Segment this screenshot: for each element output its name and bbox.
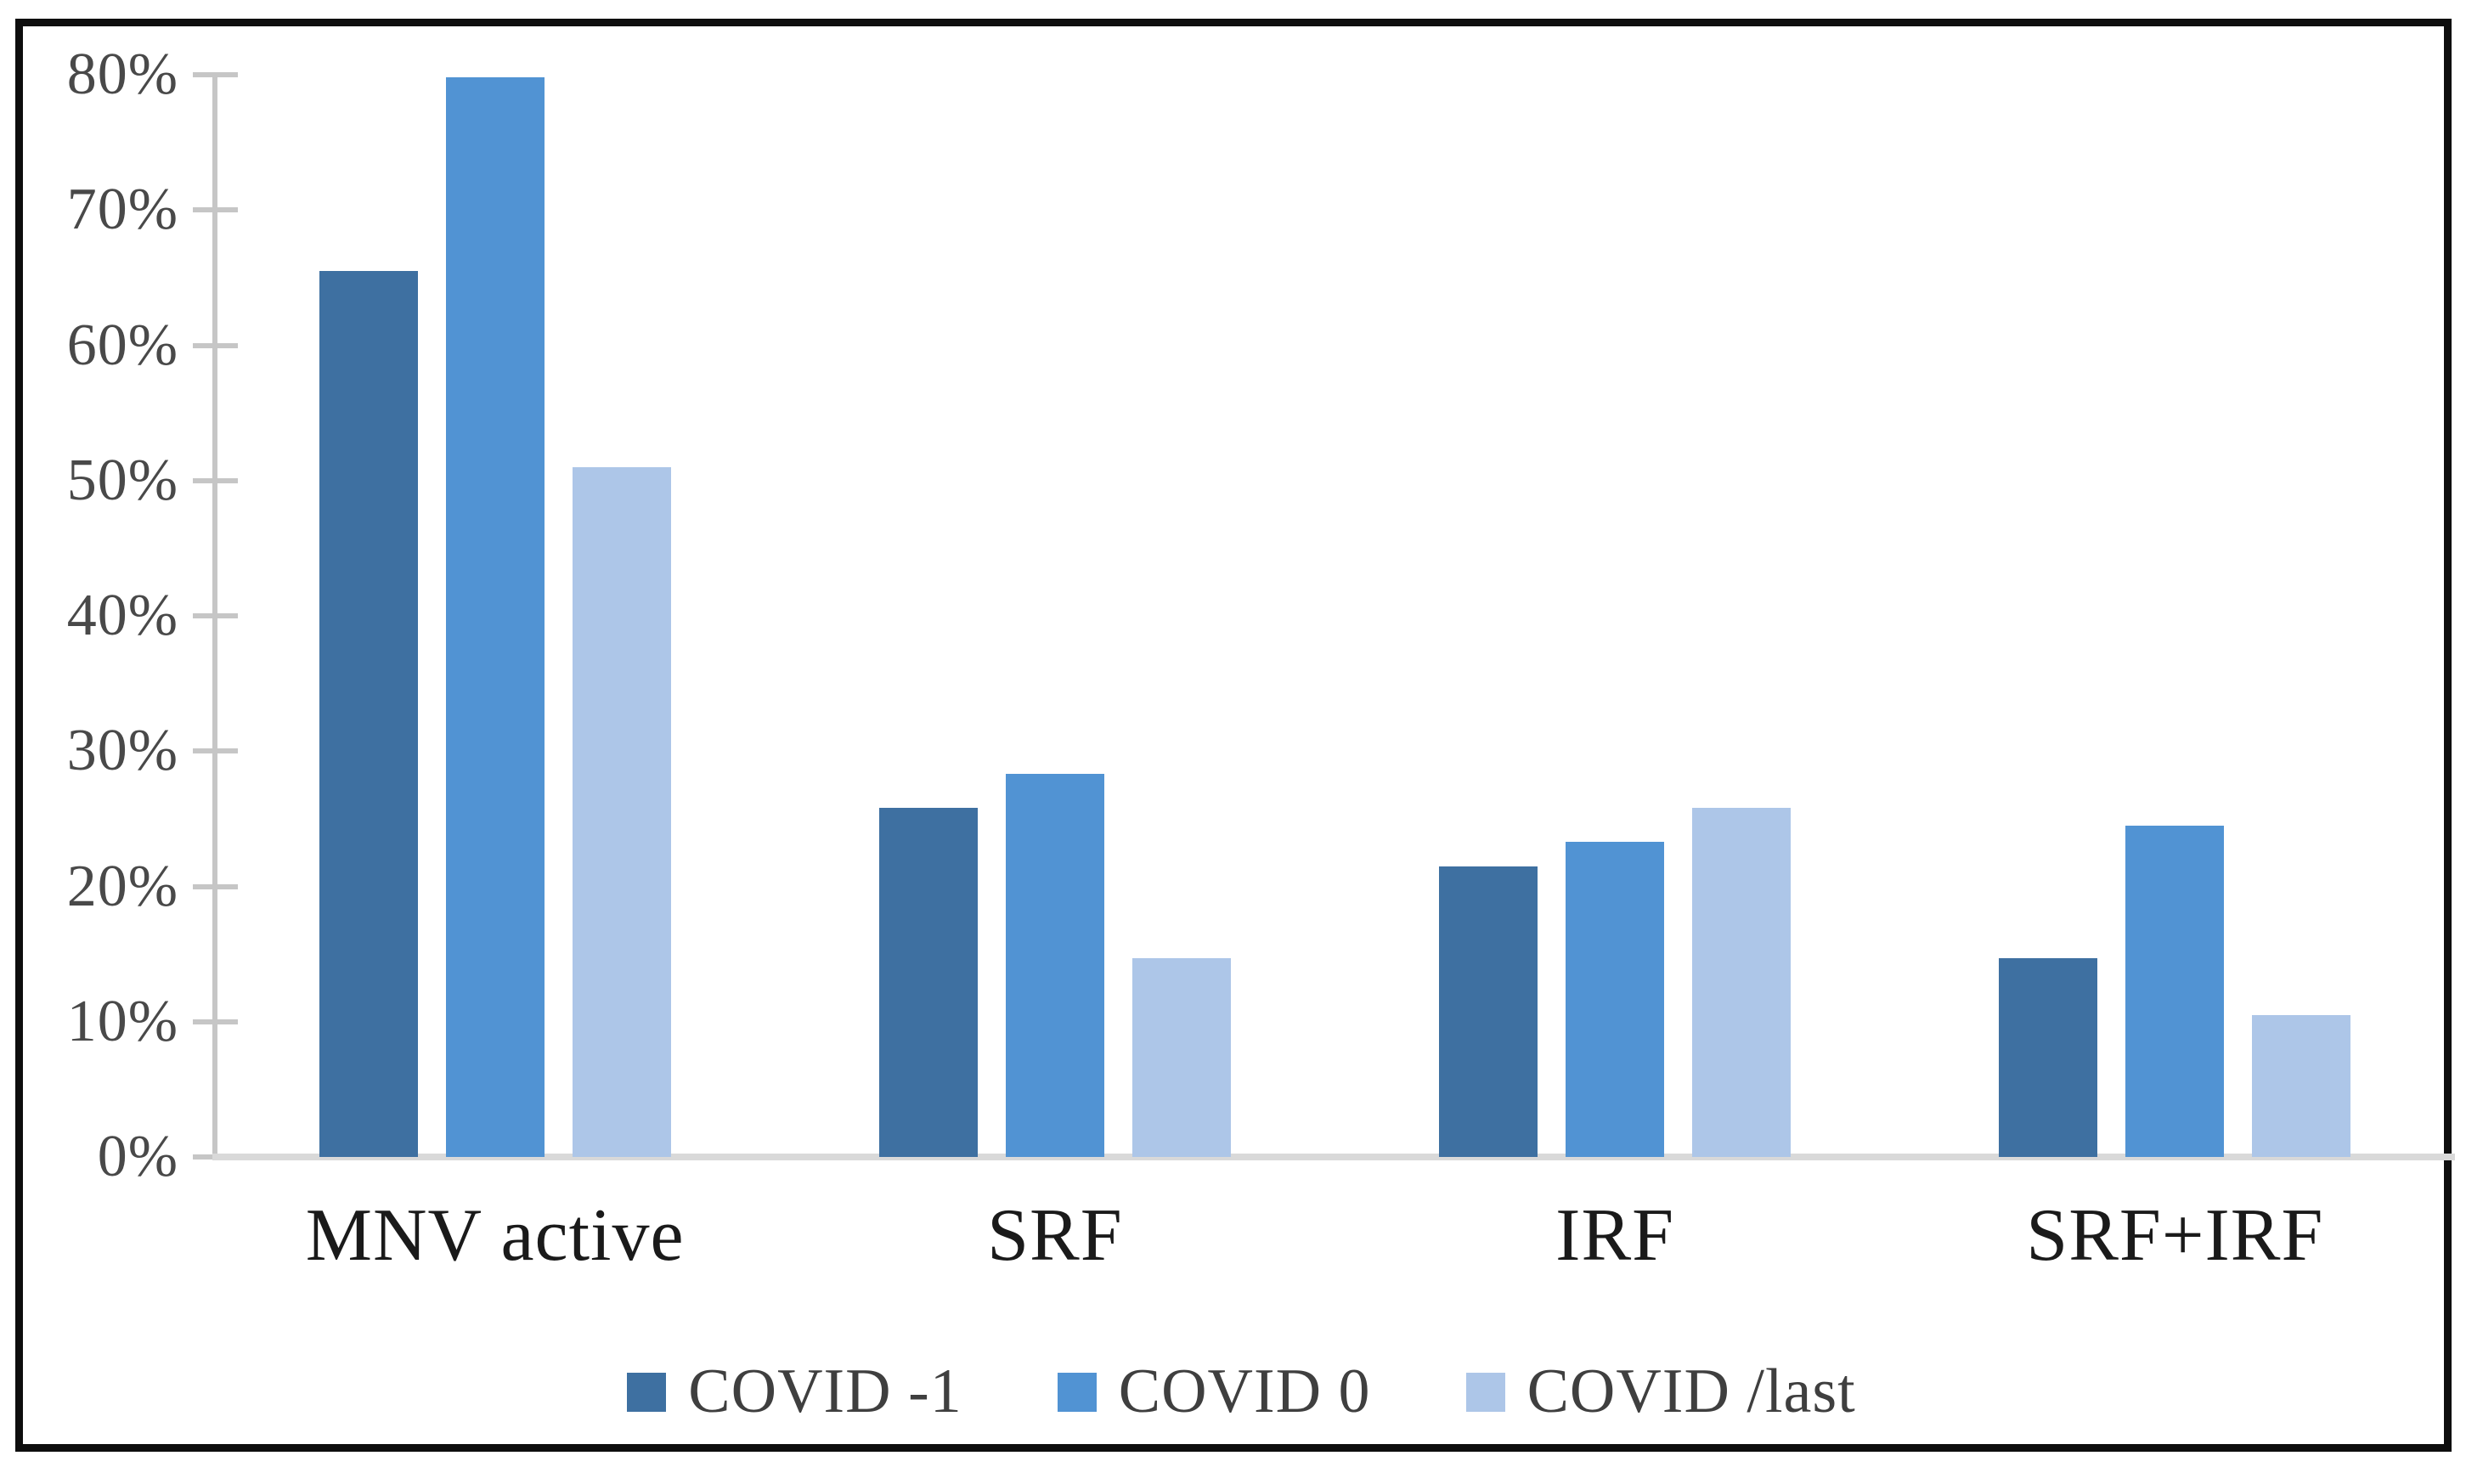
legend-label: COVID /last (1526, 1357, 1856, 1426)
y-tick-70 (193, 207, 238, 213)
bar-covid-0-srf-irf (2125, 825, 2225, 1157)
y-tick-60 (193, 342, 238, 348)
plot-area (215, 75, 2455, 1157)
y-tick-label-10: 10% (66, 988, 178, 1054)
bar-covid-0-irf (1566, 841, 1665, 1157)
y-tick-label-20: 20% (66, 853, 178, 919)
category-label-srf: SRF (987, 1194, 1123, 1277)
y-tick-40 (193, 613, 238, 618)
bar-covid-last-mnv-active (572, 466, 671, 1157)
legend: COVID -1 COVID 0 COVID /last (0, 1356, 2483, 1428)
bar-group-mnv-active (215, 75, 775, 1157)
y-tick-50 (193, 477, 238, 483)
y-tick-label-60: 60% (66, 312, 178, 378)
legend-swatch-icon (1465, 1372, 1505, 1412)
legend-item-covid-0: COVID 0 (1057, 1356, 1371, 1428)
bar-group-irf (1335, 75, 1895, 1157)
y-tick-label-70: 70% (66, 177, 178, 243)
category-label-irf: IRF (1555, 1194, 1675, 1277)
bar-group-srf (775, 75, 1335, 1157)
legend-swatch-icon (627, 1372, 667, 1412)
bar-covid-last-irf (1692, 808, 1792, 1157)
y-tick-label-0: 0% (97, 1124, 178, 1189)
bar-covid-last-srf-irf (2252, 1014, 2351, 1157)
figure-border (15, 19, 2452, 1452)
x-axis-labels: MNV active SRF IRF SRF+IRF (215, 1193, 2455, 1278)
y-tick-30 (193, 748, 238, 754)
bar-covid-last-srf (1131, 957, 1231, 1157)
y-tick-label-80: 80% (66, 42, 178, 107)
bar-covid-1-srf (878, 808, 978, 1157)
y-tick-label-40: 40% (66, 583, 178, 648)
legend-swatch-icon (1057, 1372, 1097, 1412)
y-tick-label-30: 30% (66, 718, 178, 784)
bar-covid-1-irf (1439, 866, 1538, 1157)
bar-covid-0-mnv-active (445, 77, 545, 1157)
bar-group-srf-irf (1895, 75, 2455, 1157)
legend-item-covid-minus-1: COVID -1 (627, 1356, 962, 1428)
x-axis-line (212, 1154, 2455, 1160)
y-tick-20 (193, 883, 238, 889)
y-tick-80 (193, 72, 238, 77)
legend-label: COVID -1 (688, 1357, 962, 1426)
y-tick-label-50: 50% (66, 447, 178, 513)
bar-covid-1-mnv-active (319, 270, 418, 1157)
bar-covid-1-srf-irf (1999, 957, 2098, 1157)
y-tick-10 (193, 1018, 238, 1024)
legend-label: COVID 0 (1118, 1357, 1371, 1426)
bar-covid-0-srf (1005, 774, 1104, 1157)
legend-item-covid-last: COVID /last (1465, 1356, 1856, 1428)
category-label-srf-irf: SRF+IRF (2026, 1194, 2324, 1277)
category-label-mnv-active: MNV active (305, 1194, 685, 1277)
